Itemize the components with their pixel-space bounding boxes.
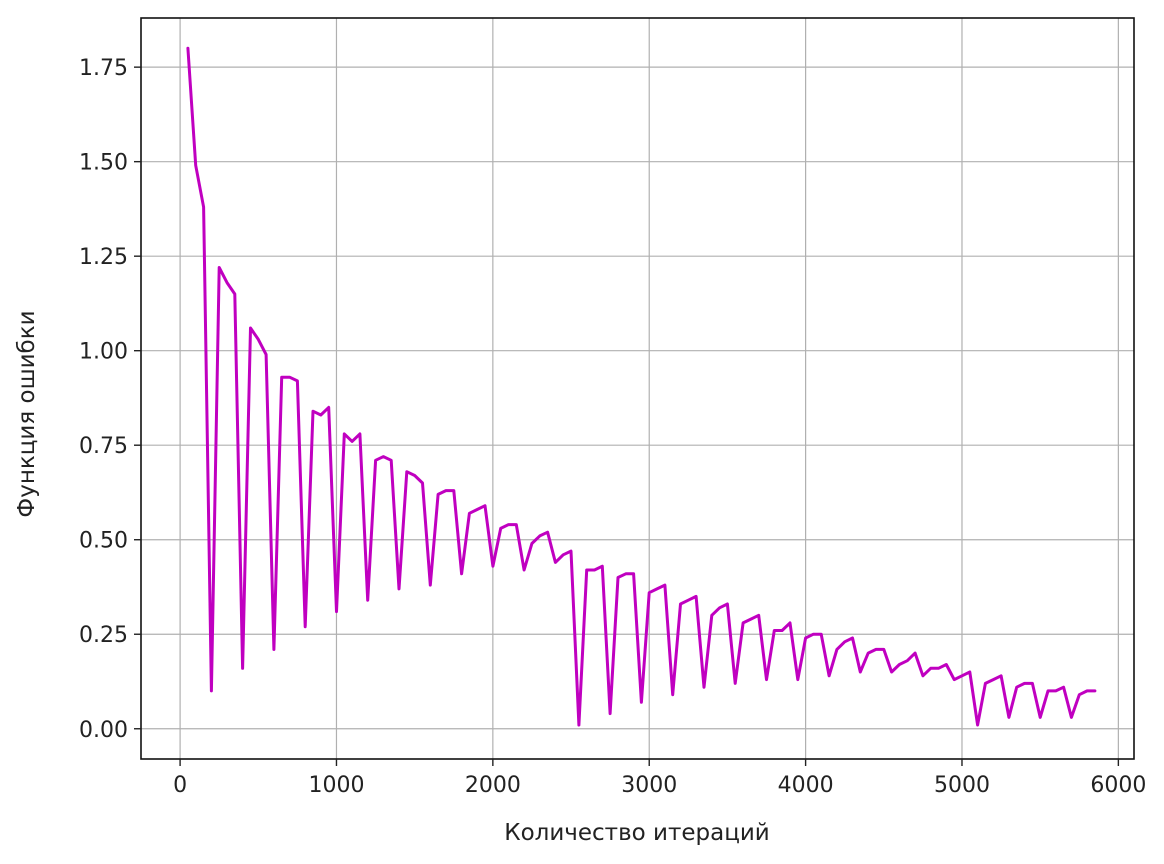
plot-area <box>186 46 1097 727</box>
x-axis-label: Количество итераций <box>504 820 770 846</box>
x-tick-label: 6000 <box>1090 773 1146 798</box>
loss-series-line <box>186 46 1097 727</box>
y-tick-label: 1.25 <box>79 245 128 270</box>
grid <box>141 18 1134 759</box>
y-axis-label: Функция ошибки <box>14 310 40 517</box>
y-tick-label: 1.00 <box>79 340 128 365</box>
axes-frame <box>140 17 1135 760</box>
x-tick-label: 0 <box>173 773 187 798</box>
y-tick-label: 0.50 <box>79 529 128 554</box>
y-tick-label: 0.25 <box>79 623 128 648</box>
y-axis: 0.00 0.25 0.50 0.75 1.00 1.25 1.50 1.75 <box>79 56 141 743</box>
x-axis: 0 1000 2000 3000 4000 5000 6000 <box>173 759 1146 798</box>
x-tick-label: 5000 <box>934 773 990 798</box>
y-tick-label: 1.50 <box>79 151 128 176</box>
x-tick-label: 1000 <box>308 773 364 798</box>
y-tick-label: 0.00 <box>79 718 128 743</box>
x-tick-label: 4000 <box>778 773 834 798</box>
y-tick-label: 0.75 <box>79 434 128 459</box>
x-tick-label: 2000 <box>465 773 521 798</box>
y-tick-label: 1.75 <box>79 56 128 81</box>
x-tick-label: 3000 <box>621 773 677 798</box>
